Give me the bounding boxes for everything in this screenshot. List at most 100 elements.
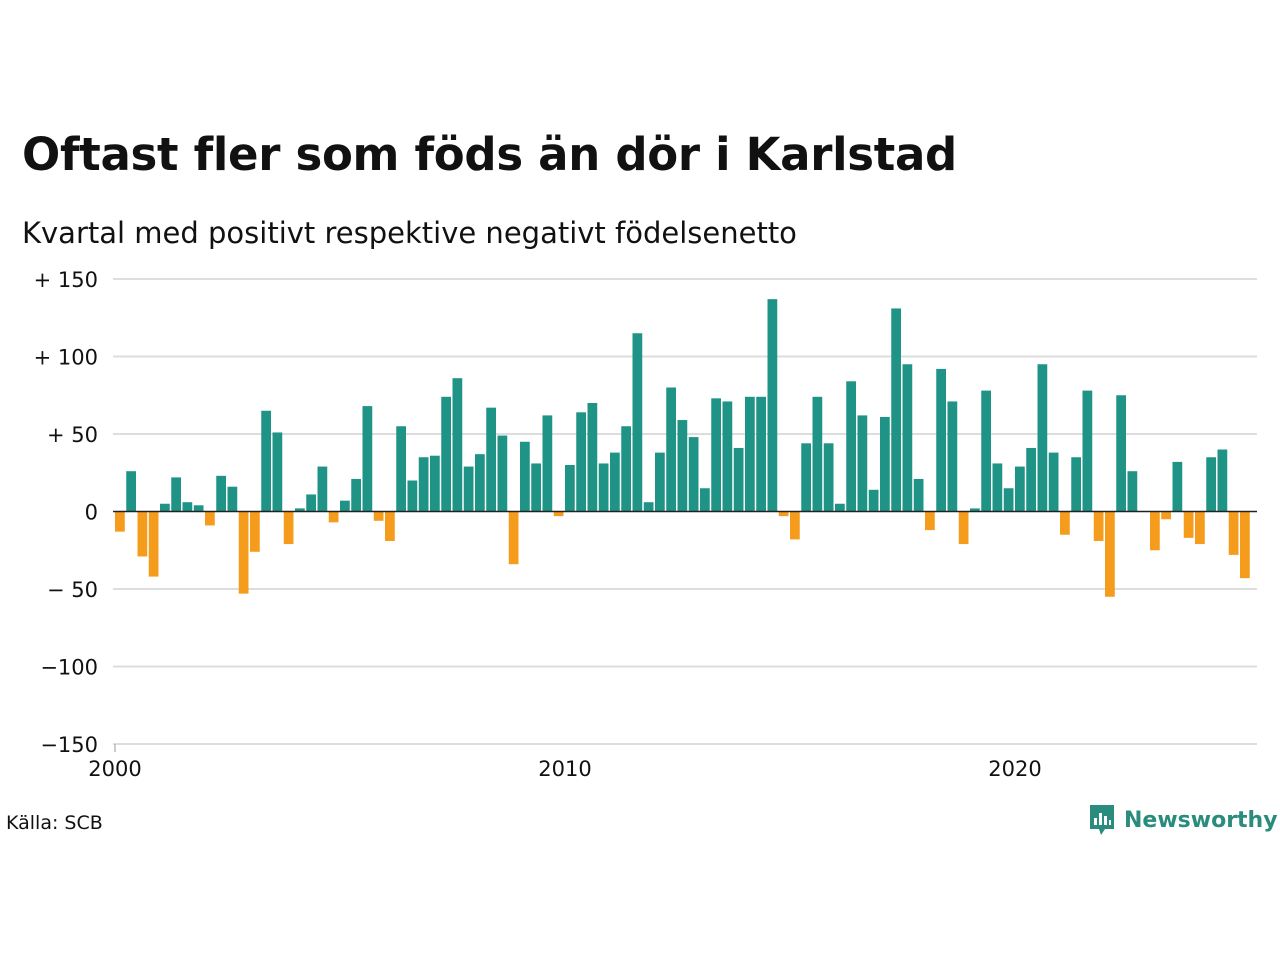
chart-subtitle: Kvartal med positivt respektive negativt…	[22, 216, 797, 250]
bar	[407, 480, 418, 512]
x-tick-label: 2000	[88, 757, 141, 781]
y-tick-label: + 100	[34, 346, 98, 370]
bar	[677, 420, 688, 512]
bar	[902, 364, 913, 512]
bar	[1116, 395, 1126, 512]
bar	[756, 396, 766, 512]
bar	[531, 463, 541, 512]
bar	[711, 398, 721, 512]
bar	[733, 447, 744, 512]
bar	[542, 415, 553, 512]
bar	[126, 471, 136, 512]
bar	[385, 511, 395, 541]
bar	[250, 511, 260, 552]
bar	[1195, 511, 1205, 545]
bar	[1206, 457, 1216, 512]
bar	[396, 426, 406, 512]
bar	[497, 435, 508, 512]
bar	[970, 508, 980, 512]
bar	[981, 390, 991, 512]
bar	[598, 463, 609, 512]
bar	[463, 466, 474, 512]
bar	[1026, 447, 1036, 512]
y-tick-label: −100	[40, 656, 98, 680]
bar	[340, 500, 350, 512]
bar	[576, 412, 586, 512]
bar	[317, 466, 328, 512]
bar	[812, 396, 823, 512]
y-tick-label: −150	[40, 733, 98, 757]
bar	[1093, 511, 1104, 541]
bar	[565, 465, 575, 512]
bar	[778, 511, 789, 517]
bar	[958, 511, 969, 545]
bar	[520, 441, 530, 512]
bar	[351, 478, 361, 512]
bar	[137, 511, 148, 557]
bar	[688, 437, 699, 512]
bar	[1060, 511, 1070, 535]
bar	[992, 463, 1003, 512]
bar	[621, 426, 631, 512]
bar	[1127, 471, 1138, 512]
bar	[823, 443, 834, 512]
y-tick-label: + 50	[47, 423, 98, 447]
bar	[767, 299, 778, 512]
bar	[1015, 466, 1025, 512]
bar	[1183, 511, 1194, 538]
bar	[722, 401, 733, 512]
bar	[373, 511, 384, 521]
bar	[115, 511, 125, 532]
bar	[1071, 457, 1081, 512]
bar	[632, 333, 643, 512]
bar	[655, 452, 665, 512]
bar	[295, 508, 305, 512]
bar	[261, 410, 271, 512]
bar	[1161, 511, 1171, 520]
bar	[283, 511, 294, 545]
bar	[1082, 390, 1093, 512]
bar	[148, 511, 159, 577]
bar	[610, 452, 620, 512]
bar	[1228, 511, 1239, 555]
bar	[553, 511, 564, 517]
bar	[486, 407, 496, 512]
newsworthy-logo-icon	[1090, 805, 1114, 835]
x-tick-label: 2010	[538, 757, 591, 781]
y-tick-label: 0	[85, 501, 98, 525]
bar	[160, 503, 170, 512]
bar	[790, 511, 800, 540]
bar	[216, 475, 226, 512]
bar	[745, 396, 755, 512]
bar	[430, 455, 440, 512]
bar	[362, 406, 373, 512]
bar	[1217, 449, 1228, 512]
bar	[452, 378, 463, 512]
bar	[700, 488, 710, 512]
bar	[801, 443, 811, 512]
bar	[1048, 452, 1059, 512]
bar	[925, 511, 935, 531]
bar	[857, 415, 868, 512]
bar	[475, 454, 485, 512]
bar	[238, 511, 249, 594]
bar	[1105, 511, 1115, 597]
bars	[115, 299, 1250, 597]
bar	[171, 477, 181, 512]
bar	[272, 432, 283, 512]
bar	[835, 503, 845, 512]
bar	[868, 489, 879, 512]
y-axis-ticks: + 150 + 100 + 50 0 − 50 −100 −150	[34, 268, 98, 757]
y-tick-label: − 50	[47, 578, 98, 602]
chart-title: Oftast fler som föds än dör i Karlstad	[22, 128, 957, 181]
bar	[418, 457, 429, 512]
bar	[193, 505, 204, 512]
bar	[643, 502, 654, 512]
source-note: Källa: SCB	[6, 812, 103, 834]
y-tick-label: + 150	[34, 268, 98, 292]
bar	[1003, 488, 1014, 512]
bar	[1037, 364, 1048, 512]
x-tick-label: 2020	[988, 757, 1041, 781]
bar	[666, 387, 676, 512]
